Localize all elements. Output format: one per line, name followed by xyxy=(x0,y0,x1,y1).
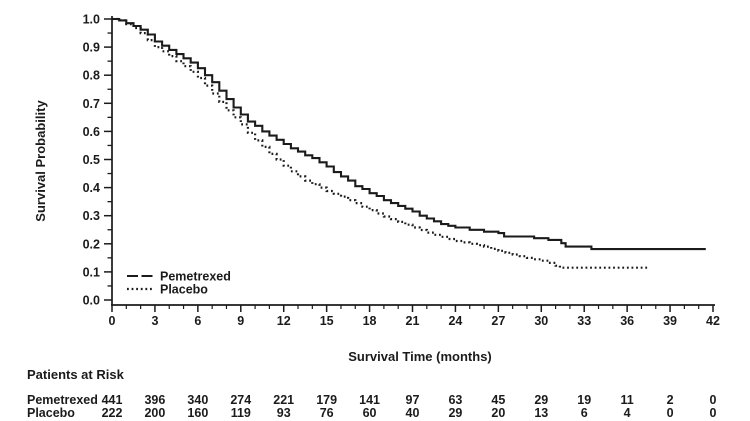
risk-row-label-placebo: Placebo xyxy=(27,406,75,420)
curve-pemetrexed xyxy=(112,17,706,251)
risk-count: 141 xyxy=(359,393,380,407)
risk-count: 29 xyxy=(534,393,548,407)
risk-count: 441 xyxy=(102,393,123,407)
x-tick-label: 0 xyxy=(109,314,116,328)
risk-count: 119 xyxy=(231,406,251,420)
risk-count: 11 xyxy=(621,393,634,407)
risk-count: 160 xyxy=(187,406,208,420)
y-tick-label: 0.9 xyxy=(83,41,100,55)
y-tick-label: 1.0 xyxy=(83,13,100,27)
risk-count: 6 xyxy=(581,406,588,420)
y-tick-label: 0.7 xyxy=(83,97,100,111)
x-tick-label: 36 xyxy=(620,314,634,328)
risk-count: 0 xyxy=(710,406,717,420)
risk-count: 19 xyxy=(577,393,591,407)
y-tick-label: 0.6 xyxy=(83,125,100,139)
risk-count: 76 xyxy=(320,406,334,420)
y-tick-label: 0.5 xyxy=(83,153,100,167)
x-tick-label: 21 xyxy=(406,314,420,328)
x-tick-label: 15 xyxy=(320,314,334,328)
x-tick-label: 39 xyxy=(663,314,677,328)
risk-row-label-pemetrexed: Pemetrexed xyxy=(27,393,98,407)
curve-placebo xyxy=(112,17,649,269)
risk-count: 0 xyxy=(667,406,674,420)
x-tick-label: 9 xyxy=(237,314,244,328)
risk-count: 396 xyxy=(144,393,165,407)
risk-count: 274 xyxy=(230,393,251,407)
risk-count: 63 xyxy=(448,393,462,407)
risk-count: 13 xyxy=(534,406,548,420)
x-tick-label: 30 xyxy=(534,314,548,328)
y-tick-label: 0.0 xyxy=(83,294,100,308)
risk-count: 221 xyxy=(273,393,294,407)
risk-count: 45 xyxy=(491,393,505,407)
x-axis-title: Survival Time (months) xyxy=(348,349,492,364)
x-tick-label: 12 xyxy=(277,314,291,328)
y-tick-label: 0.4 xyxy=(83,181,100,195)
axes: 0.00.10.20.30.40.50.60.70.80.91.00 3 6 9 12 1… xyxy=(83,13,720,329)
y-tick-label: 0.1 xyxy=(83,265,100,279)
risk-count: 2 xyxy=(667,393,674,407)
x-tick-label: 27 xyxy=(491,314,505,328)
risk-count: 4 xyxy=(624,406,631,420)
risk-count: 93 xyxy=(277,406,291,420)
x-tick-label: 33 xyxy=(577,314,591,328)
y-tick-label: 0.8 xyxy=(83,69,100,83)
risk-count: 0 xyxy=(710,393,717,407)
risk-count: 340 xyxy=(187,393,208,407)
legend: Pemetrexed Placebo xyxy=(127,270,231,297)
risk-count: 179 xyxy=(316,393,337,407)
x-tick-label: 24 xyxy=(448,314,462,328)
risk-count: 97 xyxy=(406,393,420,407)
risk-count: 60 xyxy=(363,406,377,420)
patients-at-risk-title: Patients at Risk xyxy=(27,367,125,382)
risk-count: 40 xyxy=(406,406,420,420)
legend-label-placebo: Placebo xyxy=(160,283,208,297)
risk-count: 222 xyxy=(102,406,123,420)
y-tick-label: 0.3 xyxy=(83,209,100,223)
y-axis-title: Survival Probability xyxy=(33,100,48,222)
survival-curves xyxy=(112,17,706,269)
risk-count: 20 xyxy=(491,406,505,420)
x-tick-label: 6 xyxy=(194,314,201,328)
x-tick-label: 18 xyxy=(363,314,377,328)
risk-count: 29 xyxy=(448,406,462,420)
x-tick-label: 3 xyxy=(151,314,158,328)
x-tick-label: 42 xyxy=(706,314,720,328)
y-tick-label: 0.2 xyxy=(83,237,100,251)
legend-label-pemetrexed: Pemetrexed xyxy=(160,270,231,284)
risk-count: 200 xyxy=(144,406,165,420)
